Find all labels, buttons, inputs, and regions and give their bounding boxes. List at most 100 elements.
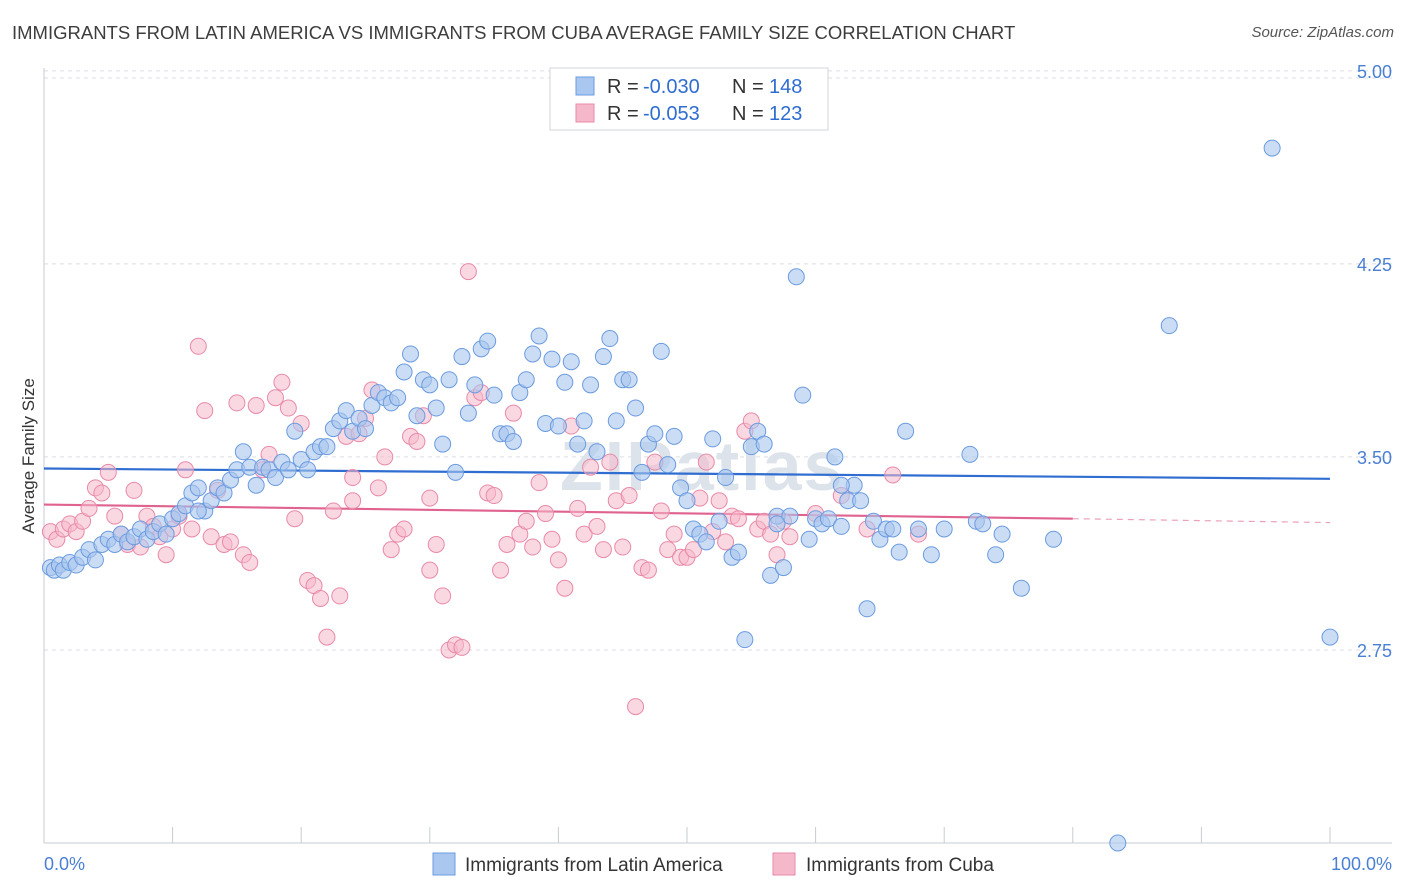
point-cuba-13 — [125, 481, 143, 499]
point-cuba-10 — [106, 507, 124, 525]
point-latin-america-60 — [421, 376, 439, 394]
point-cuba-28 — [221, 533, 239, 551]
point-latin-america-91 — [620, 371, 638, 389]
chart-title: IMMIGRANTS FROM LATIN AMERICA VS IMMIGRA… — [12, 22, 1016, 43]
point-latin-america-147 — [1321, 628, 1339, 646]
y-axis-label: Average Family Size — [19, 378, 38, 534]
point-cuba-90 — [620, 487, 638, 505]
point-latin-america-89 — [607, 412, 625, 430]
y-tick-label-1: 3.50 — [1357, 448, 1392, 468]
point-cuba-21 — [176, 461, 194, 479]
point-cuba-100 — [684, 541, 702, 559]
point-cuba-8 — [93, 484, 111, 502]
point-latin-america-83 — [569, 435, 587, 453]
point-cuba-83 — [575, 525, 593, 543]
point-latin-america-44 — [318, 438, 336, 456]
point-latin-america-47 — [337, 402, 355, 420]
point-cuba-25 — [202, 528, 220, 546]
point-latin-america-148 — [1109, 834, 1127, 852]
point-cuba-36 — [273, 373, 291, 391]
point-cuba-31 — [241, 553, 259, 571]
point-latin-america-144 — [1045, 530, 1063, 548]
point-cuba-102 — [697, 453, 715, 471]
point-cuba-74 — [517, 512, 535, 530]
point-latin-america-81 — [556, 373, 574, 391]
point-cuba-65 — [459, 263, 477, 281]
point-latin-america-39 — [286, 422, 304, 440]
point-cuba-71 — [498, 535, 516, 553]
point-latin-america-33 — [247, 476, 265, 494]
point-latin-america-138 — [961, 445, 979, 463]
point-latin-america-80 — [549, 417, 567, 435]
point-cuba-86 — [594, 541, 612, 559]
point-cuba-52 — [376, 448, 394, 466]
point-latin-america-149 — [768, 515, 786, 533]
point-latin-america-96 — [652, 342, 670, 360]
point-latin-america-65 — [453, 348, 471, 366]
point-cuba-6 — [80, 499, 98, 517]
legend-n-label-2: N = — [732, 103, 764, 125]
point-latin-america-36 — [266, 469, 284, 487]
point-latin-america-64 — [447, 463, 465, 481]
point-latin-america-105 — [710, 512, 728, 530]
bottom-legend-label-latin-america[interactable]: Immigrants from Latin America — [465, 855, 723, 876]
point-cuba-37 — [279, 399, 297, 417]
point-cuba-91 — [627, 698, 645, 716]
point-cuba-97 — [665, 525, 683, 543]
point-latin-america-58 — [408, 407, 426, 425]
point-cuba-122 — [344, 492, 362, 510]
point-cuba-38 — [286, 510, 304, 528]
point-latin-america-82 — [562, 353, 580, 371]
point-latin-america-133 — [890, 543, 908, 561]
bottom-legend-label-cuba[interactable]: Immigrants from Cuba — [806, 855, 994, 876]
point-cuba-47 — [344, 469, 362, 487]
point-cuba-55 — [395, 520, 413, 538]
point-cuba-24 — [196, 402, 214, 420]
point-latin-america-136 — [922, 546, 940, 564]
point-cuba-70 — [492, 561, 510, 579]
y-tick-label-2: 4.25 — [1357, 255, 1392, 275]
point-latin-america-92 — [627, 399, 645, 417]
point-cuba-107 — [729, 510, 747, 528]
point-latin-america-97 — [659, 456, 677, 474]
bottom-legend-swatch-latin-america[interactable] — [432, 852, 456, 876]
trend-line-cuba-extension — [1072, 518, 1331, 524]
point-cuba-87 — [601, 453, 619, 471]
legend-r-value-1: -0.030 — [643, 76, 700, 98]
legend-box — [549, 67, 829, 131]
point-cuba-121 — [421, 561, 439, 579]
chart-source[interactable]: Source: ZipAtlas.com — [1251, 24, 1394, 41]
x-tick-label-min: 0.0% — [44, 854, 85, 874]
point-cuba-80 — [556, 579, 574, 597]
point-latin-america-63 — [440, 371, 458, 389]
point-latin-america-56 — [395, 363, 413, 381]
point-latin-america-55 — [389, 389, 407, 407]
point-latin-america-19 — [157, 525, 175, 543]
point-latin-america-140 — [974, 515, 992, 533]
point-latin-america-57 — [402, 345, 420, 363]
point-latin-america-132 — [884, 520, 902, 538]
bottom-legend-swatch-cuba[interactable] — [772, 852, 796, 876]
point-cuba-78 — [543, 530, 561, 548]
point-cuba-95 — [652, 502, 670, 520]
point-latin-america-142 — [993, 525, 1011, 543]
point-cuba-85 — [588, 517, 606, 535]
point-latin-america-41 — [299, 461, 317, 479]
point-cuba-9 — [99, 463, 117, 481]
point-latin-america-87 — [594, 348, 612, 366]
point-latin-america-109 — [736, 631, 754, 649]
point-latin-america-79 — [543, 350, 561, 368]
point-cuba-64 — [453, 638, 471, 656]
point-latin-america-127 — [852, 492, 870, 510]
point-latin-america-69 — [479, 332, 497, 350]
point-latin-america-86 — [588, 443, 606, 461]
point-latin-america-85 — [582, 376, 600, 394]
legend-n-value-2: 123 — [769, 103, 802, 125]
point-latin-america-112 — [755, 435, 773, 453]
legend-swatch-pink — [575, 103, 595, 123]
point-latin-america-151 — [189, 502, 207, 520]
point-latin-america-100 — [678, 492, 696, 510]
point-latin-america-93 — [633, 463, 651, 481]
point-latin-america-84 — [575, 412, 593, 430]
